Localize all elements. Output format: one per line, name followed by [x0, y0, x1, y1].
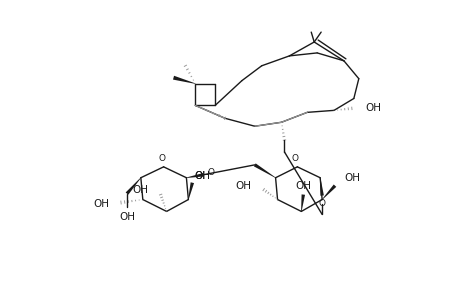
Text: OH: OH [93, 200, 109, 209]
Text: O: O [318, 199, 325, 208]
Text: O: O [158, 154, 165, 164]
Text: OH: OH [119, 212, 134, 222]
Polygon shape [125, 178, 141, 195]
Text: O: O [291, 154, 298, 164]
Polygon shape [301, 194, 304, 212]
Text: OH: OH [365, 103, 381, 113]
Polygon shape [188, 182, 194, 200]
Polygon shape [186, 173, 203, 178]
Text: OH: OH [343, 173, 359, 183]
Text: OH: OH [133, 184, 148, 195]
Polygon shape [253, 164, 275, 178]
Text: O: O [207, 168, 214, 177]
Text: OH: OH [295, 181, 311, 191]
Text: OH: OH [235, 181, 251, 191]
Polygon shape [321, 184, 336, 200]
Polygon shape [319, 178, 323, 196]
Text: OH: OH [194, 171, 210, 181]
Polygon shape [173, 76, 195, 84]
Text: OH: OH [194, 171, 210, 181]
